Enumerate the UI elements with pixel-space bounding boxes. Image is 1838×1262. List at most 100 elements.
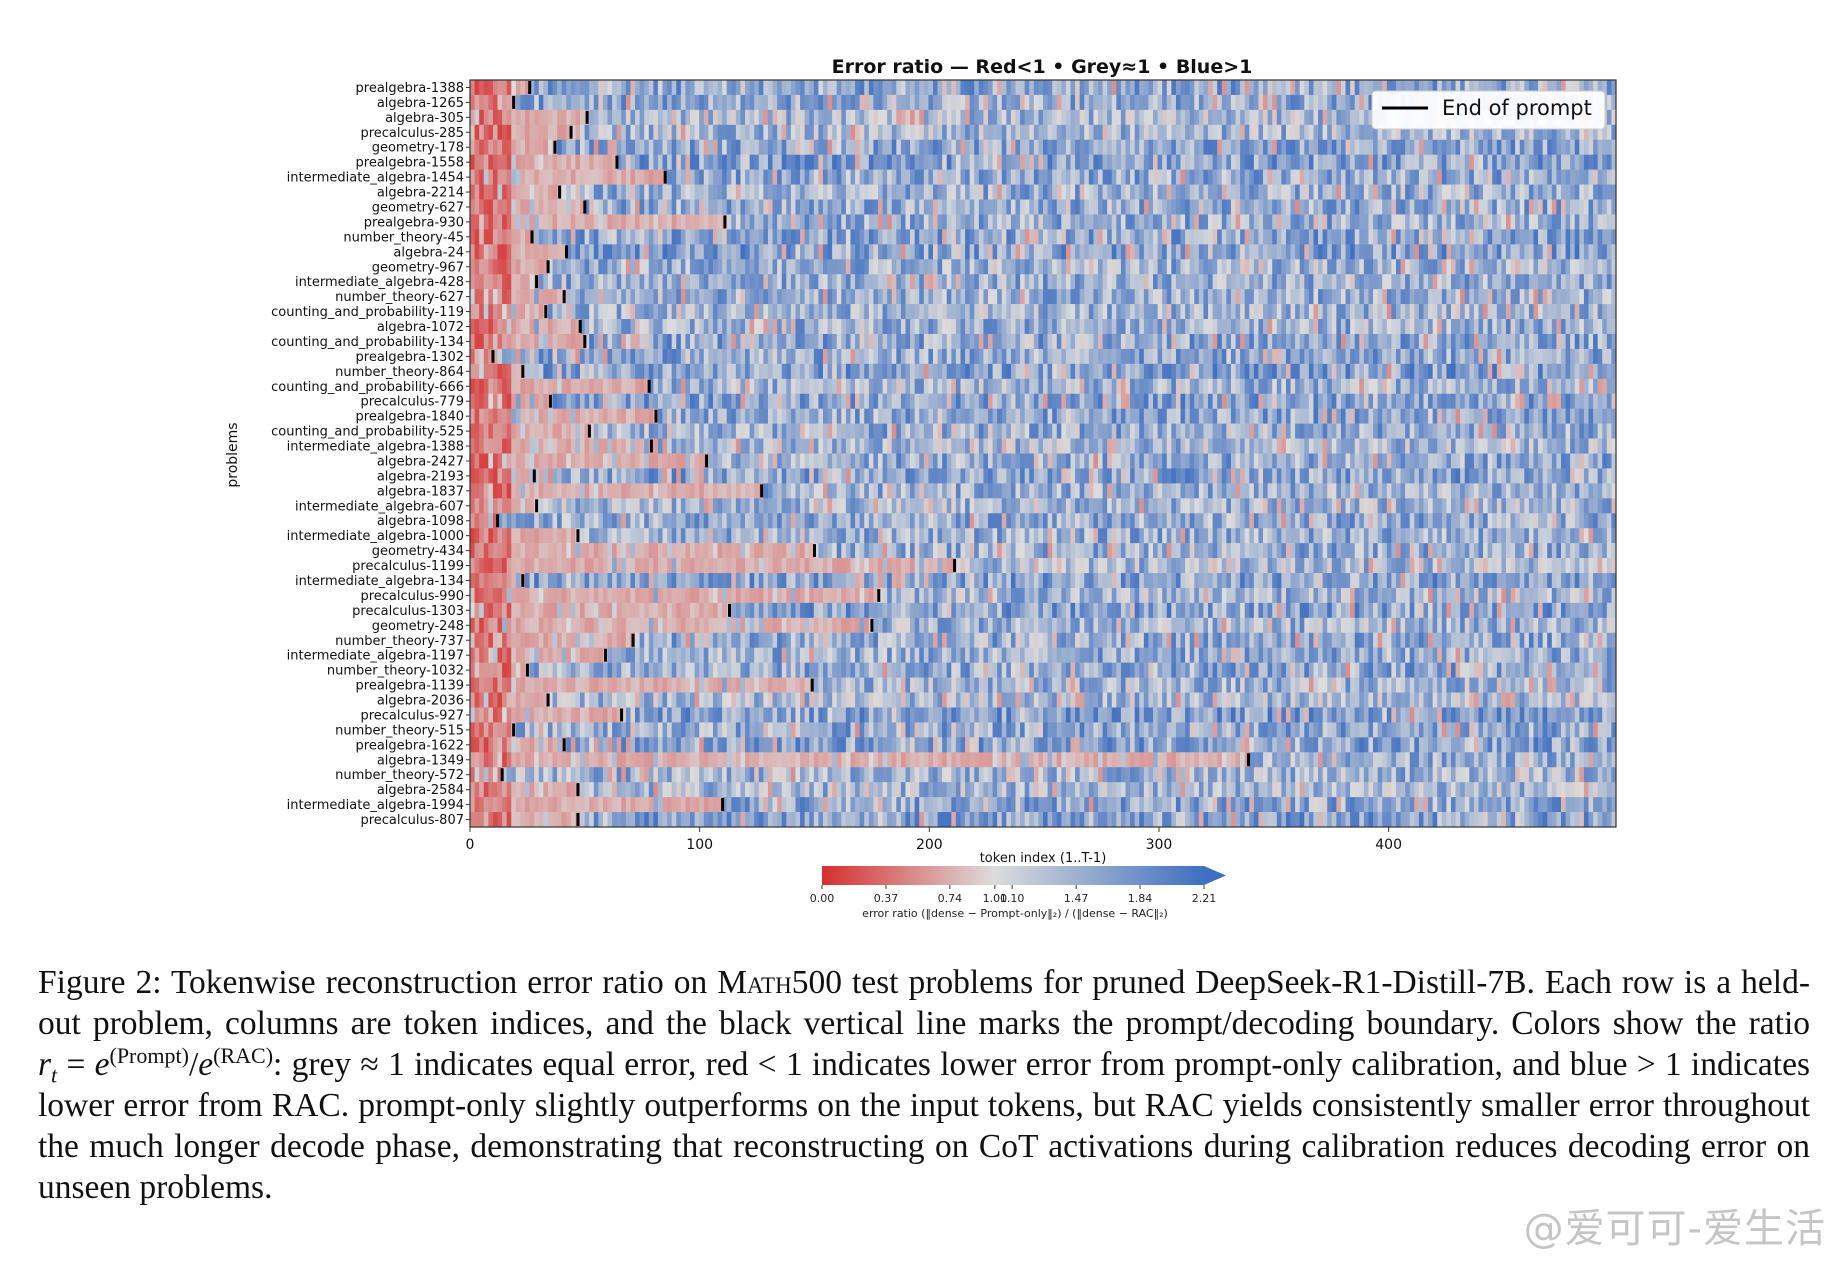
heatmap-cell — [910, 214, 916, 230]
heatmap-cell — [570, 199, 576, 215]
heatmap-cell — [1148, 274, 1154, 290]
heatmap-cell — [1015, 304, 1021, 320]
heatmap-cell — [1153, 319, 1158, 335]
heatmap-cell — [575, 124, 581, 141]
heatmap-cell — [877, 304, 883, 320]
heatmap-cell — [1263, 304, 1269, 320]
heatmap-cell — [1483, 259, 1489, 275]
heatmap-cell — [1331, 184, 1337, 200]
heatmap-cell — [1093, 304, 1099, 320]
heatmap-cell — [1478, 154, 1484, 170]
heatmap-cell — [1221, 199, 1227, 215]
heatmap-cell — [1240, 80, 1246, 96]
heatmap-cell — [822, 348, 828, 365]
heatmap-cell — [575, 214, 581, 230]
heatmap-cell — [1240, 244, 1246, 260]
heatmap-cell — [1217, 184, 1223, 200]
heatmap-cell — [1116, 139, 1122, 155]
heatmap-cell — [1253, 244, 1259, 260]
heatmap-cell — [1052, 94, 1058, 111]
heatmap-cell — [1437, 199, 1443, 215]
heatmap-cell — [1240, 109, 1246, 126]
heatmap-cell — [543, 124, 549, 141]
heatmap-cell — [845, 109, 851, 126]
heatmap-cell — [777, 274, 783, 290]
heatmap-cell — [1235, 229, 1241, 245]
heatmap-cell — [1501, 229, 1507, 245]
heatmap-cell — [644, 304, 650, 320]
heatmap-cell — [1579, 80, 1585, 96]
heatmap-cell — [855, 139, 861, 155]
heatmap-cell — [1276, 333, 1282, 350]
heatmap-cell — [1116, 124, 1122, 141]
heatmap-cell — [712, 229, 718, 245]
heatmap-cell — [1593, 363, 1599, 380]
heatmap-cell — [1043, 259, 1048, 275]
heatmap-cell — [492, 94, 498, 111]
heatmap-cell — [1528, 184, 1534, 200]
heatmap-cell — [777, 333, 783, 350]
heatmap-cell — [1437, 169, 1443, 185]
heatmap-cell — [845, 184, 851, 200]
heatmap-cell — [1487, 244, 1493, 260]
heatmap-cell — [1308, 289, 1314, 305]
heatmap-cell — [827, 139, 833, 155]
heatmap-cell — [754, 304, 760, 320]
heatmap-cell — [1469, 169, 1475, 185]
heatmap-cell — [1611, 289, 1617, 305]
heatmap-cell — [1015, 244, 1021, 260]
heatmap-cell — [1120, 169, 1126, 185]
heatmap-cell — [657, 214, 663, 230]
heatmap-cell — [1024, 274, 1030, 290]
heatmap-cell — [1249, 244, 1255, 260]
heatmap-cell — [1263, 348, 1269, 365]
heatmap-cell — [772, 80, 778, 96]
heatmap-cell — [584, 154, 590, 170]
heatmap-cell — [1111, 229, 1117, 245]
heatmap-cell — [506, 80, 512, 96]
heatmap-cell — [492, 319, 498, 335]
heatmap-cell — [575, 199, 581, 215]
heatmap-cell — [1088, 363, 1094, 380]
heatmap-cell — [557, 154, 563, 170]
heatmap-cell — [859, 184, 865, 200]
heatmap-cell — [1574, 304, 1580, 320]
heatmap-cell — [1102, 80, 1108, 96]
heatmap-cell — [914, 289, 920, 305]
heatmap-cell — [1441, 244, 1447, 260]
heatmap-cell — [1322, 348, 1328, 365]
heatmap-cell — [1198, 259, 1204, 275]
heatmap-cell — [648, 80, 654, 96]
heatmap-cell — [749, 154, 755, 170]
heatmap-cell — [1043, 363, 1048, 380]
heatmap-cell — [855, 214, 861, 230]
heatmap-cell — [850, 169, 856, 185]
heatmap-cell — [1084, 139, 1090, 155]
heatmap-cell — [1524, 363, 1530, 380]
heatmap-cell — [1212, 184, 1218, 200]
heatmap-cell — [1606, 319, 1612, 335]
heatmap-cell — [1006, 259, 1012, 275]
heatmap-cell — [1258, 333, 1264, 350]
heatmap-cell — [983, 109, 989, 126]
heatmap-cell — [593, 259, 599, 275]
heatmap-cell — [1143, 333, 1149, 350]
heatmap-cell — [1505, 80, 1511, 96]
heatmap-cell — [1340, 199, 1346, 215]
heatmap-cell — [832, 289, 838, 305]
heatmap-cell — [630, 304, 636, 320]
heatmap-cell — [1295, 80, 1301, 96]
heatmap-cell — [1556, 184, 1562, 200]
heatmap-cell — [616, 319, 622, 335]
heatmap-cell — [1276, 154, 1282, 170]
heatmap-cell — [997, 274, 1003, 290]
heatmap-cell — [1299, 363, 1305, 380]
heatmap-cell — [910, 229, 916, 245]
heatmap-cell — [1377, 184, 1383, 200]
heatmap-cell — [1579, 289, 1585, 305]
heatmap-cell — [1359, 244, 1365, 260]
heatmap-cell — [1377, 304, 1383, 320]
heatmap-cell — [1175, 289, 1181, 305]
heatmap-cell — [1253, 80, 1259, 96]
heatmap-cell — [511, 214, 517, 230]
